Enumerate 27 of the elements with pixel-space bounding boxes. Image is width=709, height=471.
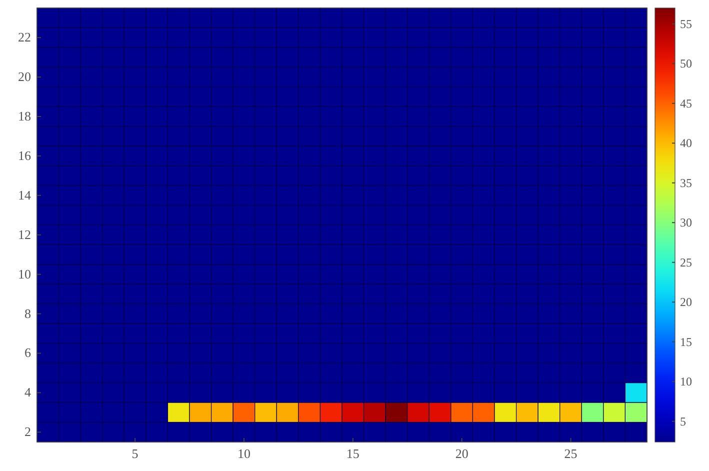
x-tick-label: 5 [132,446,138,461]
color-bar-label: 40 [680,136,692,150]
color-bar-label: 10 [680,374,692,389]
color-bar-label: 15 [680,334,692,349]
y-tick-label: 12 [18,226,31,242]
y-tick-label: 10 [18,266,31,282]
y-tick-label: 6 [24,345,32,360]
x-tick-label: 15 [346,446,360,461]
x-tick-label: 25 [564,446,578,461]
color-bar-label: 55 [680,16,692,31]
x-tick-label: 20 [455,446,468,461]
color-bar-label: 5 [680,414,686,428]
y-tick-label: 16 [18,148,32,163]
y-tick-label: 8 [24,306,31,321]
y-tick-label: 4 [24,384,32,400]
color-bar-label: 50 [680,56,692,71]
y-tick-label: 14 [18,187,32,202]
y-tick-label: 18 [18,108,31,124]
x-tick-label: 10 [237,446,250,461]
color-bar-label: 35 [680,176,692,190]
y-tick-label: 2 [24,424,31,440]
color-bar-label: 45 [680,96,692,110]
color-bar-label: 20 [680,295,692,310]
color-bar-label: 25 [680,255,692,270]
y-tick-label: 22 [18,30,31,45]
color-bar-label: 30 [680,216,692,230]
y-tick-label: 20 [18,69,31,84]
